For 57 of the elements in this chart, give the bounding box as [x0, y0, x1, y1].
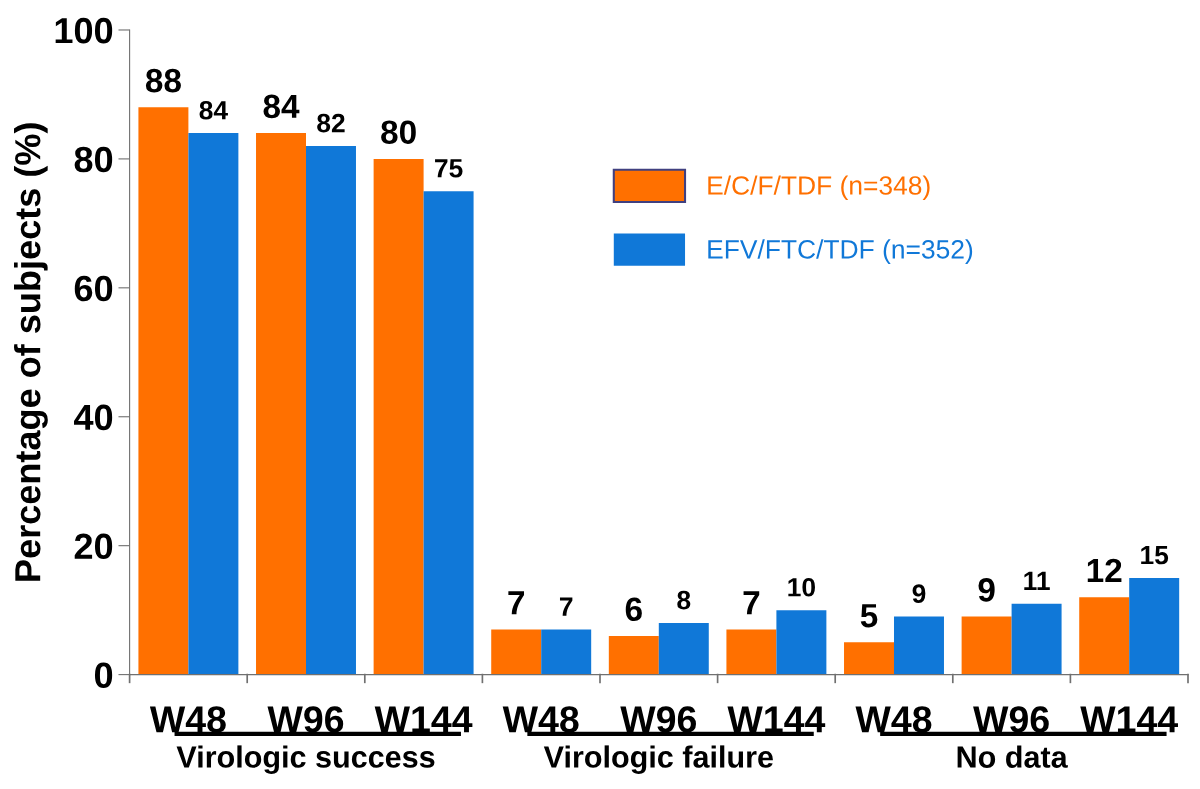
legend-label: E/C/F/TDF (n=348): [708, 175, 930, 201]
bar: [1011, 603, 1062, 675]
y-tick-label: 20: [74, 533, 113, 560]
y-tick-label: 0: [94, 662, 113, 689]
data-label: 5: [860, 604, 878, 628]
data-label: 80: [381, 120, 416, 144]
bar: [894, 616, 944, 675]
data-label: 10: [788, 577, 815, 597]
x-tick-label: W96: [620, 706, 696, 733]
bar: [1129, 577, 1180, 675]
text: No data: [957, 745, 1068, 768]
x-tick-label: W144: [1080, 706, 1178, 733]
x-tick-label: W144: [727, 706, 826, 733]
data-label: 88: [145, 68, 181, 93]
text: Virologic success: [176, 745, 435, 774]
bar: [658, 623, 709, 675]
data-label: 15: [1141, 545, 1169, 565]
data-label: 84: [199, 100, 228, 120]
y-tick-label: 40: [74, 404, 113, 431]
data-label: 75: [435, 159, 463, 178]
data-label: 9: [912, 584, 926, 604]
y-axis-title: Percentage of subjects (%): [14, 123, 48, 581]
x-tick-label: W144: [374, 706, 473, 733]
x-tick-label: W48: [502, 706, 579, 733]
data-label: 8: [677, 590, 691, 610]
data-label: 82: [317, 113, 345, 133]
bar: [256, 133, 306, 675]
bar: [961, 616, 1012, 675]
bar: [844, 642, 894, 675]
bar: [373, 158, 424, 675]
legend-label: EFV/FTC/TDF (n=352): [708, 239, 973, 264]
bar: [491, 629, 542, 675]
bar: [608, 635, 659, 675]
y-tick-label: 100: [55, 17, 113, 44]
bar: [776, 610, 827, 675]
bar: [188, 133, 239, 675]
bar: [1079, 597, 1130, 675]
bar: [541, 629, 592, 675]
data-label: 11: [1024, 571, 1050, 590]
x-tick-label: W48: [149, 706, 226, 733]
y-tick-label: 80: [74, 146, 113, 173]
data-label: 84: [263, 94, 300, 119]
bar: [726, 629, 777, 675]
text: Virologic failure: [543, 745, 773, 774]
x-tick-label: W96: [267, 706, 344, 733]
bar: [423, 191, 474, 675]
bar: [306, 146, 356, 675]
data-label: 6: [625, 597, 642, 621]
bar: [138, 107, 189, 675]
data-label: 7: [559, 597, 573, 616]
data-label: 7: [508, 591, 525, 615]
x-tick-label: W48: [855, 706, 932, 733]
x-tick-label: W96: [973, 706, 1049, 733]
data-label: 7: [743, 591, 760, 615]
y-tick-label: 60: [74, 275, 113, 302]
data-label: 9: [978, 578, 995, 602]
data-label: 12: [1087, 558, 1122, 582]
